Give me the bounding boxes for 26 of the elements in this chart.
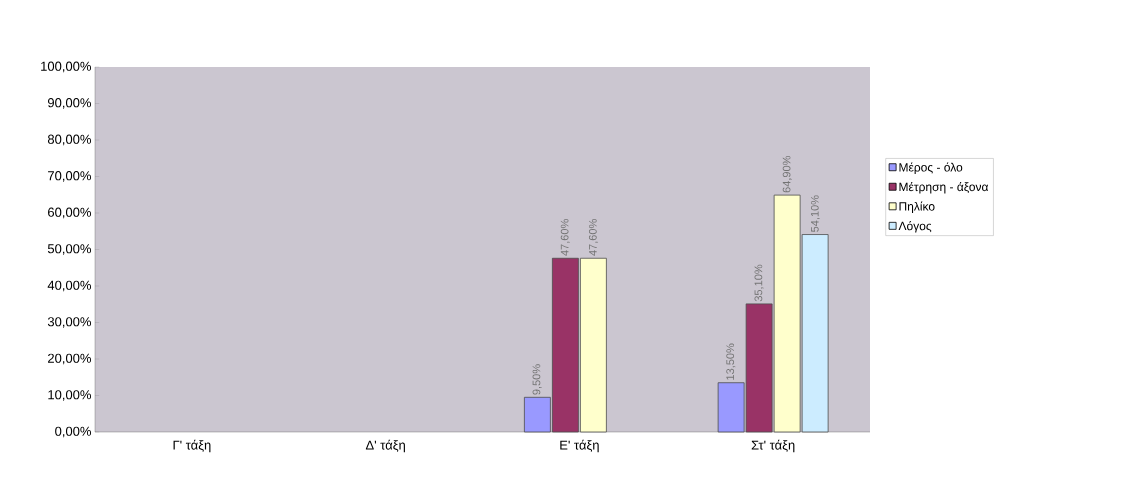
y-tick-label: 10,00%: [48, 390, 92, 401]
legend-label: Πηλίκο: [899, 201, 935, 214]
data-label: 47,60%: [560, 219, 570, 256]
y-tick-label: 70,00%: [48, 171, 92, 182]
y-tick-label: 60,00%: [48, 207, 92, 219]
data-label: 13,50%: [726, 343, 736, 380]
y-tick-label: 90,00%: [47, 98, 92, 109]
x-tick-label: Ε' τάξη: [560, 439, 599, 453]
legend-label: Λόγος: [898, 221, 932, 233]
y-tick-label: 100,00%: [41, 61, 91, 73]
y-tick-label: 0,00%: [55, 426, 92, 438]
x-tick-label: Στ' τάξη: [751, 439, 795, 453]
y-tick-label: 80,00%: [47, 134, 92, 146]
y-tick-label: 40,00%: [47, 280, 92, 292]
y-tick-label: 30,00%: [47, 317, 92, 328]
x-tick-label: Γ' τάξη: [173, 439, 211, 453]
data-label: 47,60%: [588, 219, 599, 256]
legend-label: Μέρος - όλο: [899, 162, 963, 174]
x-tick-label: Δ' τάξη: [365, 439, 405, 453]
y-tick-label: 50,00%: [47, 244, 92, 255]
data-label: 9,50%: [532, 364, 542, 395]
legend-label: Μέτρηση - άξονα: [899, 182, 989, 194]
data-label: 64,90%: [782, 156, 792, 193]
y-tick-label: 20,00%: [48, 353, 92, 365]
data-label: 35,10%: [754, 264, 764, 302]
data-label: 54,10%: [810, 195, 820, 232]
